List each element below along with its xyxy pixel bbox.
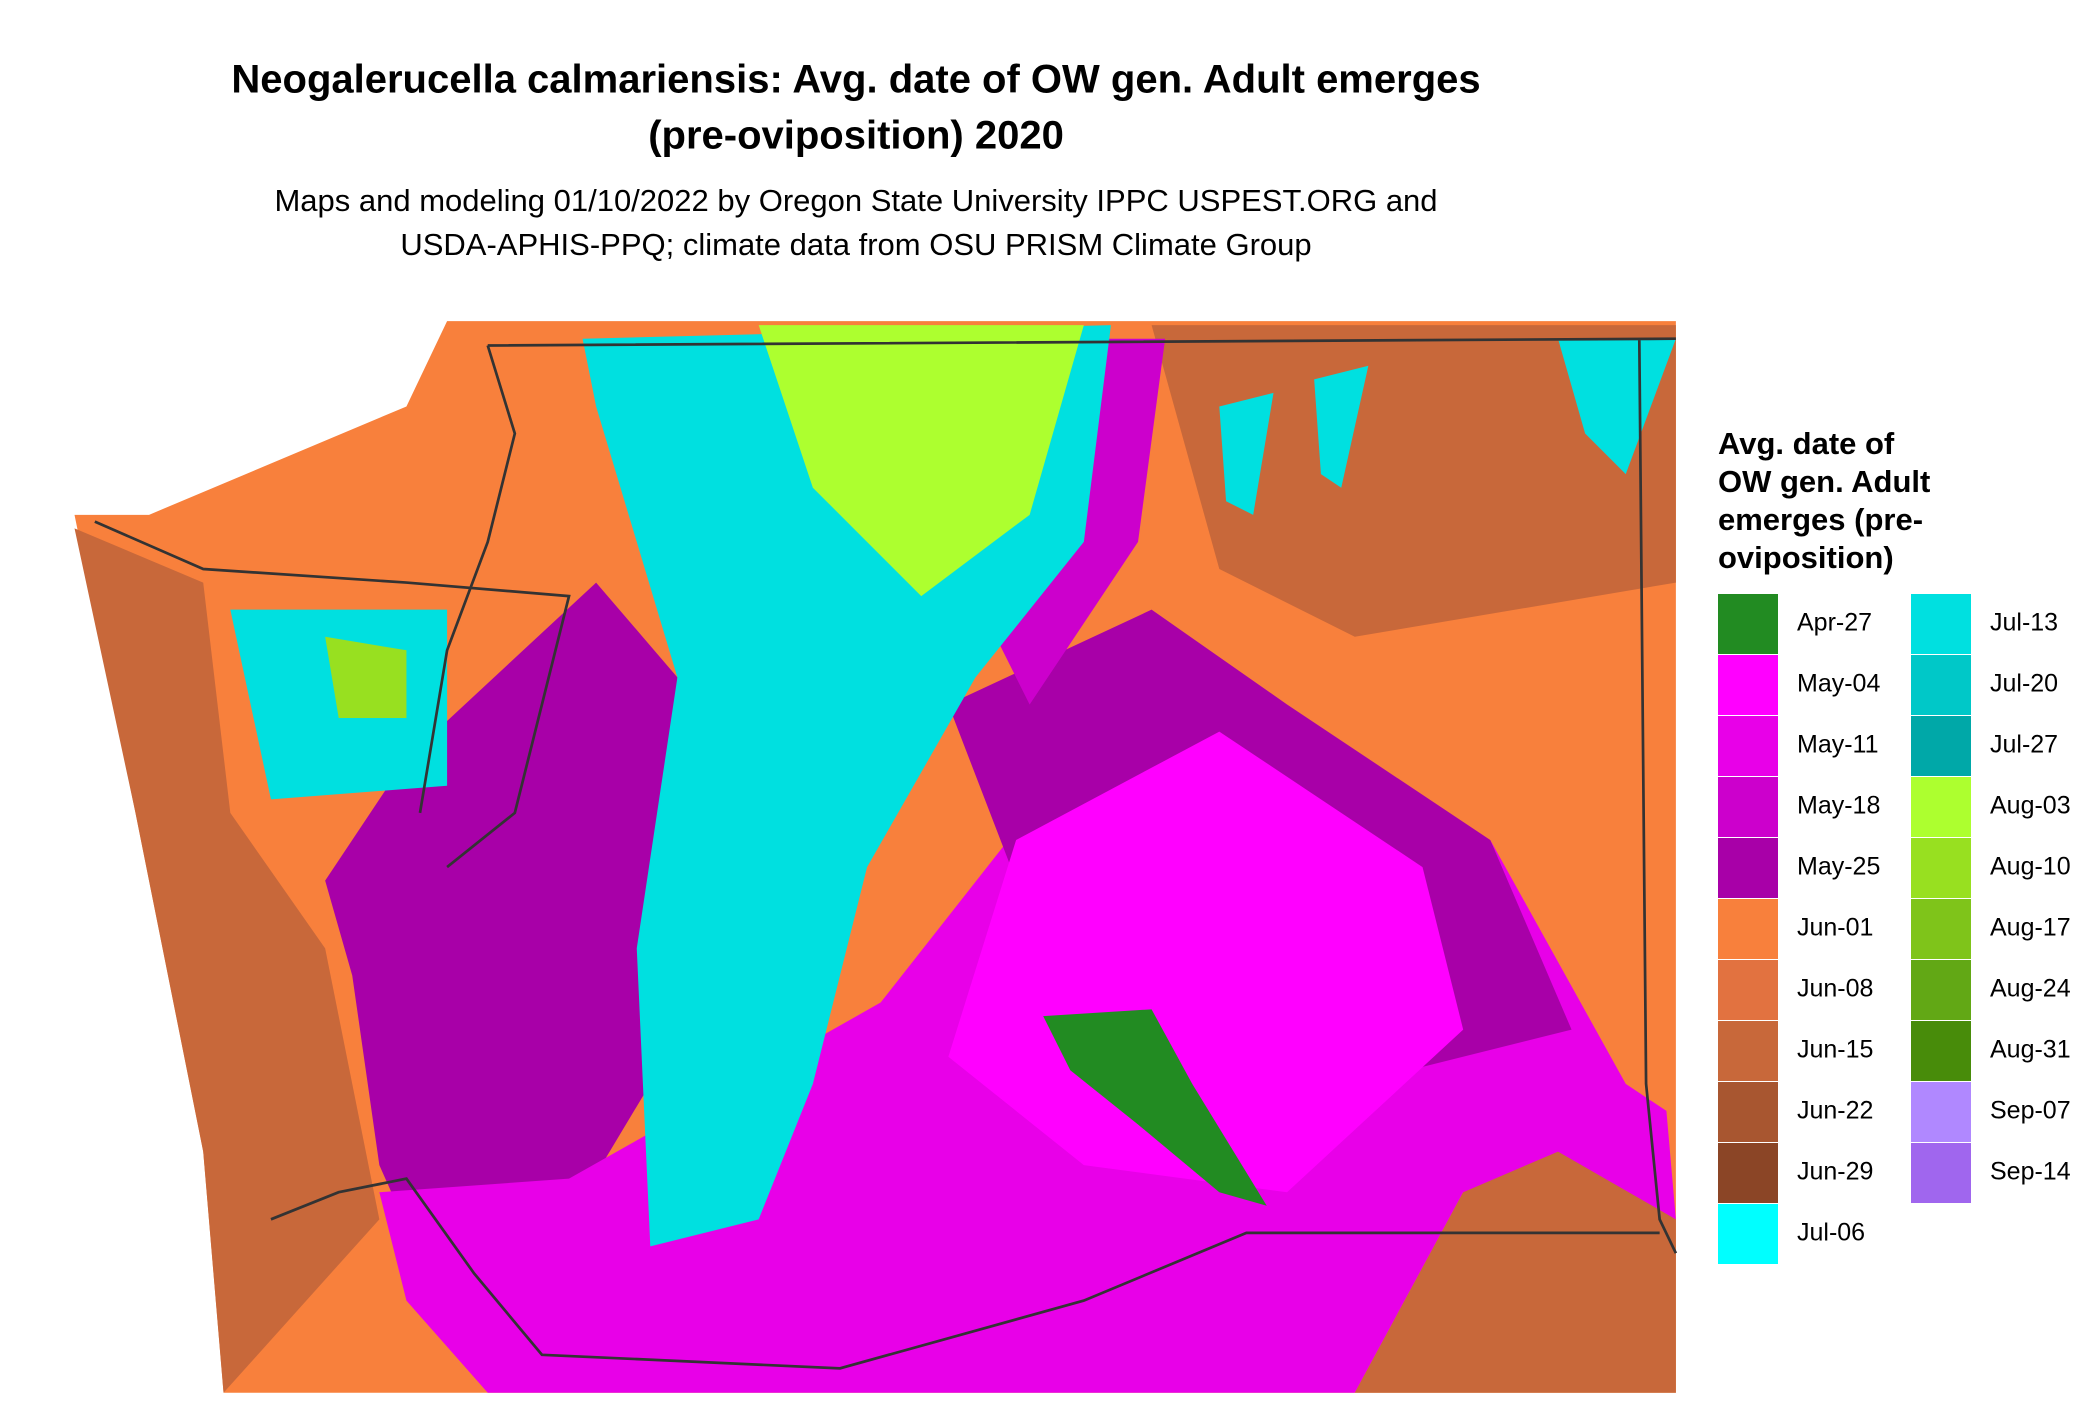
region (1219, 392, 1274, 515)
legend-title: emerges (pre- (1718, 502, 1923, 537)
state-border (94, 337, 1678, 1370)
legend-label: Aug-31 (1990, 1036, 2071, 1064)
legend-label: Jul-13 (1990, 609, 2058, 637)
legend-label: Aug-10 (1990, 853, 2071, 881)
region (948, 731, 1464, 1193)
legend-swatch (1718, 594, 1778, 654)
legend-label: Jun-29 (1797, 1158, 1873, 1186)
region (1151, 325, 1676, 637)
legend-label: May-11 (1797, 731, 1879, 759)
legend-label: Aug-24 (1990, 975, 2071, 1003)
legend-swatch (1718, 1082, 1778, 1142)
legend-title: oviposition) (1718, 540, 1894, 575)
legend-label: Jun-22 (1797, 1097, 1873, 1125)
legend-swatch (1911, 1082, 1971, 1142)
legend-swatch (1911, 655, 1971, 715)
region (758, 325, 1084, 597)
region (1558, 338, 1676, 475)
region (74, 528, 380, 1393)
legend-swatch (1718, 1204, 1778, 1264)
legend-swatch (1911, 960, 1971, 1020)
legend-swatch (1911, 1143, 1971, 1203)
legend-swatch (1911, 899, 1971, 959)
legend-swatch (1718, 960, 1778, 1020)
legend-label: Jul-20 (1990, 670, 2058, 698)
legend-swatch (1718, 838, 1778, 898)
legend-label: Sep-07 (1990, 1097, 2071, 1125)
legend-label: May-18 (1797, 792, 1880, 820)
legend-swatch (1718, 1021, 1778, 1081)
region (325, 636, 407, 719)
legend-label: Jul-27 (1990, 731, 2058, 759)
region (1314, 365, 1369, 488)
legend-label: Jun-08 (1797, 975, 1873, 1003)
legend-label: Aug-03 (1990, 792, 2071, 820)
legend-label: May-04 (1797, 670, 1880, 698)
legend-swatch (1718, 899, 1778, 959)
legend-swatch (1718, 1143, 1778, 1203)
legend-swatch (1911, 594, 1971, 654)
legend-title: OW gen. Adult (1718, 464, 1930, 499)
legend-label: Aug-17 (1990, 914, 2071, 942)
legend-label: Sep-14 (1990, 1158, 2071, 1186)
legend-swatch (1718, 777, 1778, 837)
subtitle: Maps and modeling 01/10/2022 by Oregon S… (274, 183, 1437, 218)
region (582, 325, 1111, 1247)
map (74, 321, 1678, 1393)
title: Neogalerucella calmariensis: Avg. date o… (231, 58, 1480, 102)
legend-label: Jun-01 (1797, 914, 1873, 942)
legend-label: Jun-15 (1797, 1036, 1873, 1064)
legend-label: Apr-27 (1797, 609, 1872, 637)
legend-swatch (1911, 716, 1971, 776)
legend-label: Jul-06 (1797, 1219, 1865, 1247)
legend-swatch (1718, 655, 1778, 715)
legend-swatch (1911, 777, 1971, 837)
legend-label: May-25 (1797, 853, 1880, 881)
region (1354, 1151, 1676, 1393)
legend-swatch (1911, 838, 1971, 898)
legend-swatch (1718, 716, 1778, 776)
legend-title: Avg. date of (1718, 426, 1895, 461)
region (1043, 1009, 1267, 1206)
title: (pre-oviposition) 2020 (648, 114, 1064, 158)
subtitle: USDA-APHIS-PPQ; climate data from OSU PR… (400, 227, 1311, 262)
legend-swatch (1911, 1021, 1971, 1081)
